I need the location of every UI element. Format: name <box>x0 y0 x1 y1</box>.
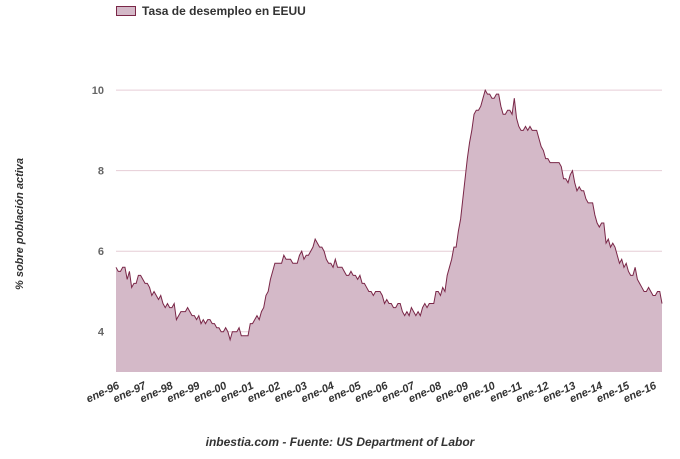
series-line <box>115 88 663 342</box>
y-tick-label: 6 <box>98 246 104 258</box>
y-tick-label: 4 <box>98 327 105 339</box>
legend-swatch <box>116 6 136 16</box>
source-caption: inbestia.com - Fuente: US Department of … <box>205 435 475 449</box>
legend-label: Tasa de desempleo en EEUU <box>142 4 306 18</box>
y-tick-label: 8 <box>98 166 104 178</box>
y-tick-label: 10 <box>92 85 104 97</box>
chart-legend[interactable]: Tasa de desempleo en EEUU <box>116 4 306 18</box>
series-area <box>116 90 662 372</box>
